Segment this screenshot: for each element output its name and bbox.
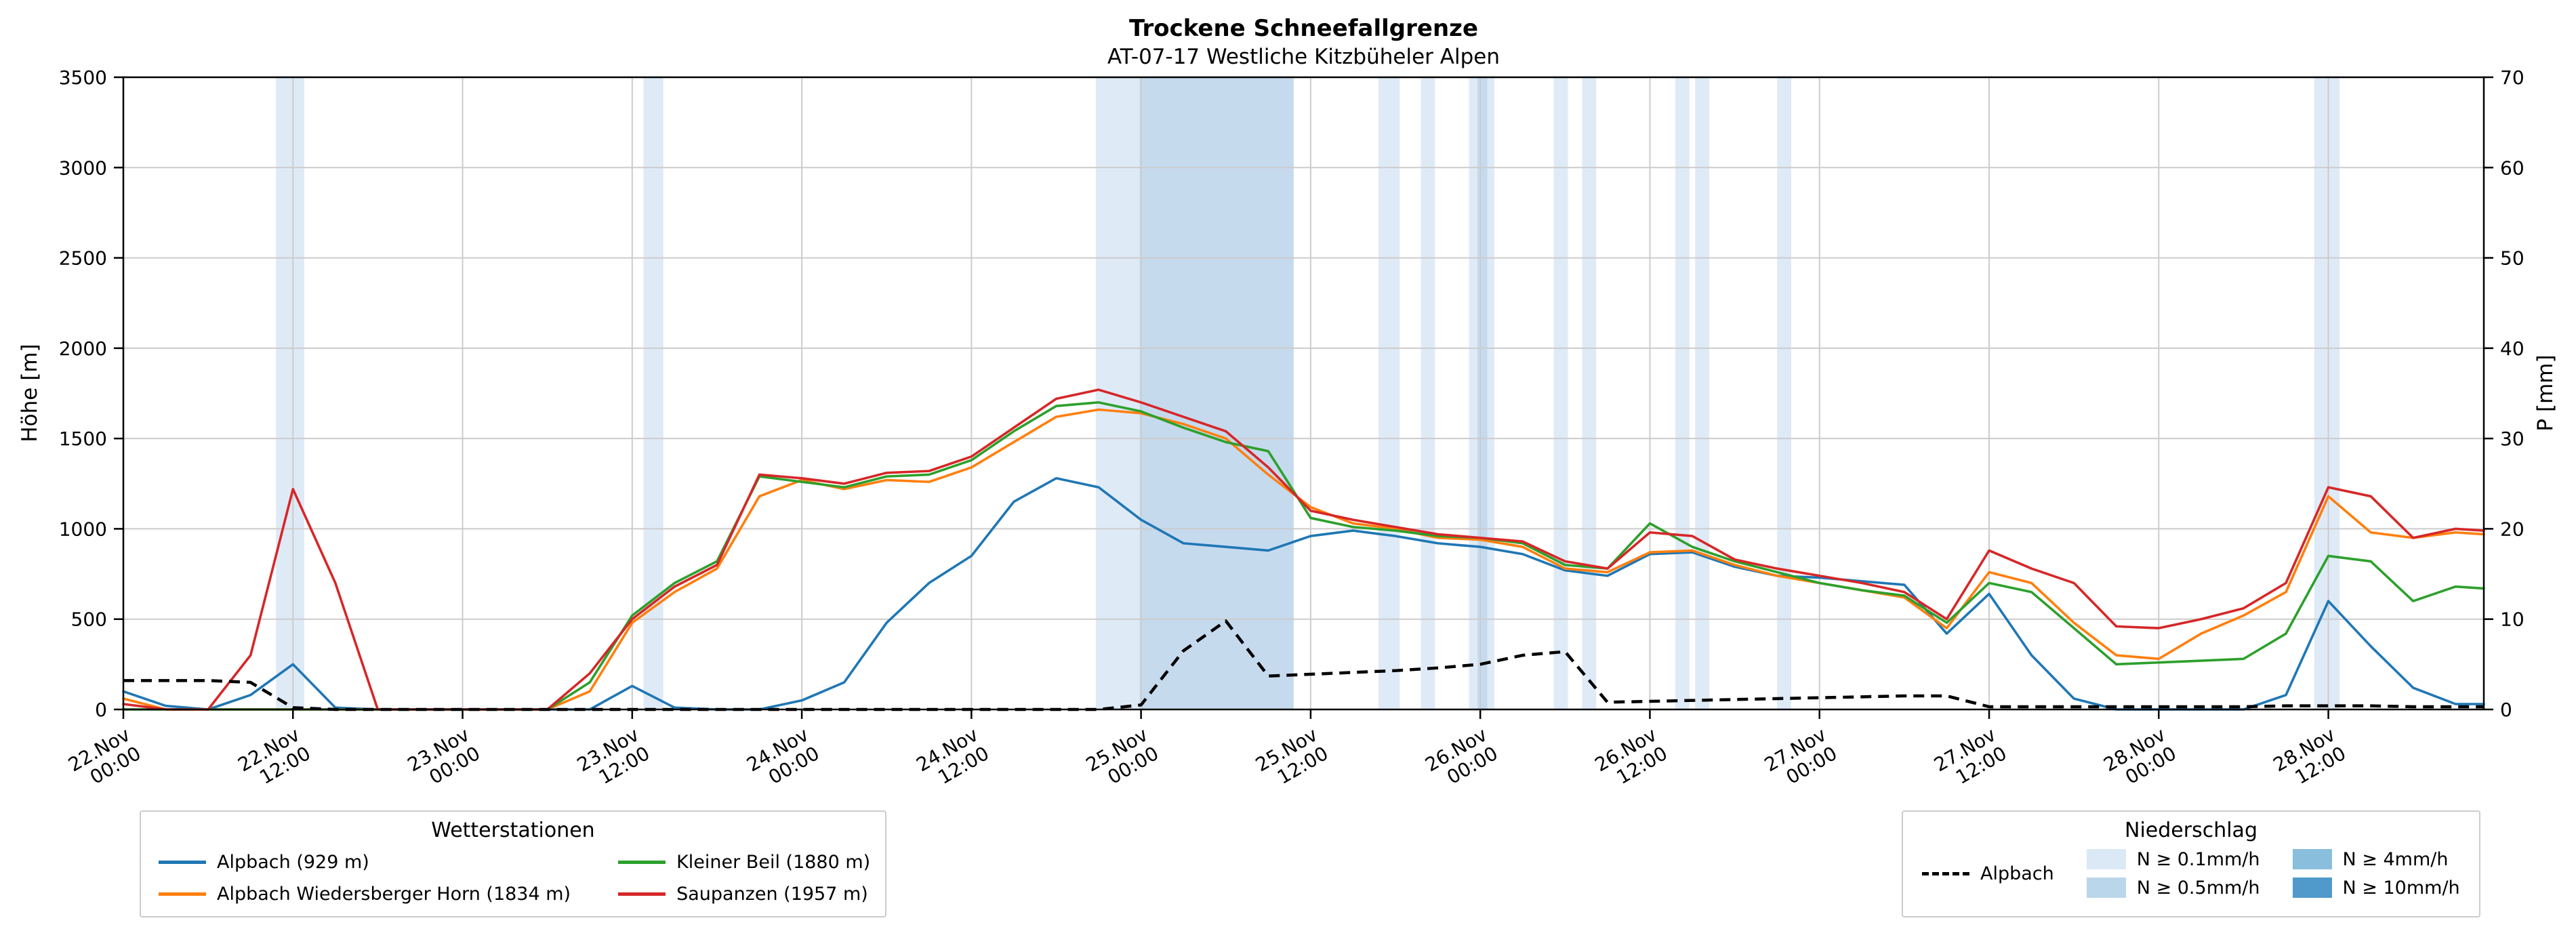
wiedersberger-horn-line-swatch — [159, 892, 206, 896]
svg-text:26.Nov12:00: 26.Nov12:00 — [1591, 723, 1671, 795]
svg-text:23.Nov12:00: 23.Nov12:00 — [573, 723, 653, 795]
svg-text:28.Nov00:00: 28.Nov00:00 — [2100, 723, 2180, 795]
svg-text:70: 70 — [2500, 66, 2524, 89]
legend-precip: Niederschlag Alpbach N ≥ 0.1mm/h N ≥ 0.5… — [1902, 810, 2480, 917]
svg-text:3000: 3000 — [59, 157, 107, 179]
legend-item-precip-alpbach: Alpbach — [1922, 863, 2054, 884]
legend-item-label: N ≥ 10mm/h — [2342, 877, 2460, 899]
legend-precip-patch-column-1: N ≥ 0.1mm/h N ≥ 0.5mm/h — [2086, 845, 2260, 902]
svg-text:26.Nov00:00: 26.Nov00:00 — [1421, 723, 1501, 795]
chart-title: Trockene Schneefallgrenze — [1128, 15, 1479, 42]
svg-text:20: 20 — [2500, 518, 2524, 540]
svg-text:27.Nov12:00: 27.Nov12:00 — [1930, 723, 2010, 795]
svg-text:2500: 2500 — [59, 247, 107, 270]
svg-text:27.Nov00:00: 27.Nov00:00 — [1761, 723, 1841, 795]
legend-item-label: Kleiner Beil (1880 m) — [676, 852, 871, 873]
legend-precip-line-column: Alpbach — [1922, 845, 2054, 902]
legend-item-saupanzen: Saupanzen (1957 m) — [618, 878, 870, 910]
svg-text:23.Nov00:00: 23.Nov00:00 — [404, 723, 484, 795]
svg-text:30: 30 — [2500, 428, 2524, 450]
legend-item-alpbach: Alpbach (929 m) — [159, 846, 571, 878]
legend-item-label: Alpbach Wiedersberger Horn (1834 m) — [217, 884, 571, 905]
svg-text:500: 500 — [71, 608, 107, 631]
legend-item-label: N ≥ 0.5mm/h — [2136, 877, 2260, 899]
legend-item-precip-10: N ≥ 10mm/h — [2292, 877, 2460, 899]
svg-text:3500: 3500 — [59, 66, 107, 89]
precip-05-patch-swatch — [2086, 878, 2126, 898]
legend-precip-title: Niederschlag — [2125, 819, 2257, 842]
svg-text:2000: 2000 — [59, 337, 107, 360]
legend-item-label: N ≥ 4mm/h — [2342, 848, 2449, 870]
legend-item-wiedersberger-horn: Alpbach Wiedersberger Horn (1834 m) — [159, 878, 571, 910]
svg-text:28.Nov12:00: 28.Nov12:00 — [2270, 723, 2350, 795]
legend-stations-items: Alpbach (929 m) Alpbach Wiedersberger Ho… — [141, 842, 885, 917]
precip-10-patch-swatch — [2292, 878, 2332, 898]
svg-text:60: 60 — [2500, 157, 2524, 179]
legend-stations-title: Wetterstationen — [431, 819, 595, 842]
svg-text:1500: 1500 — [59, 428, 107, 450]
svg-text:24.Nov00:00: 24.Nov00:00 — [743, 723, 823, 795]
saupanzen-line-swatch — [618, 892, 666, 896]
precip-01-patch-swatch — [2086, 849, 2126, 869]
alpbach-line-swatch — [159, 861, 206, 864]
legend-item-precip-01: N ≥ 0.1mm/h — [2086, 848, 2260, 870]
svg-text:24.Nov12:00: 24.Nov12:00 — [912, 723, 992, 795]
svg-text:25.Nov00:00: 25.Nov00:00 — [1082, 723, 1162, 795]
legend-item-precip-05: N ≥ 0.5mm/h — [2086, 877, 2260, 899]
legend-stations: Wetterstationen Alpbach (929 m) Alpbach … — [140, 810, 886, 917]
kleiner-beil-line-swatch — [618, 861, 666, 864]
precip-4-patch-swatch — [2292, 849, 2332, 869]
legend-item-kleiner-beil: Kleiner Beil (1880 m) — [618, 846, 870, 878]
svg-text:0: 0 — [2500, 699, 2512, 721]
legend-precip-items: Alpbach N ≥ 0.1mm/h N ≥ 0.5mm/h N ≥ 4mm/… — [1903, 842, 2479, 909]
alpbach-dashed-line-swatch — [1922, 871, 1969, 875]
legend-item-label: Alpbach (929 m) — [217, 852, 369, 873]
svg-text:25.Nov12:00: 25.Nov12:00 — [1252, 723, 1332, 795]
svg-text:50: 50 — [2500, 247, 2524, 270]
legend-item-label: N ≥ 0.1mm/h — [2136, 848, 2260, 870]
chart-subtitle: AT-07-17 Westliche Kitzbüheler Alpen — [1107, 45, 1500, 69]
svg-text:22.Nov12:00: 22.Nov12:00 — [234, 723, 314, 795]
legend-item-precip-4: N ≥ 4mm/h — [2292, 848, 2460, 870]
svg-text:40: 40 — [2500, 337, 2524, 360]
legend-item-label: Saupanzen (1957 m) — [676, 884, 868, 905]
svg-text:0: 0 — [95, 699, 107, 721]
legend-item-label: Alpbach — [1980, 863, 2054, 884]
svg-text:22.Nov00:00: 22.Nov00:00 — [64, 723, 144, 795]
svg-text:1000: 1000 — [59, 518, 107, 540]
legend-precip-patch-column-2: N ≥ 4mm/h N ≥ 10mm/h — [2292, 845, 2460, 902]
svg-text:10: 10 — [2500, 608, 2524, 631]
